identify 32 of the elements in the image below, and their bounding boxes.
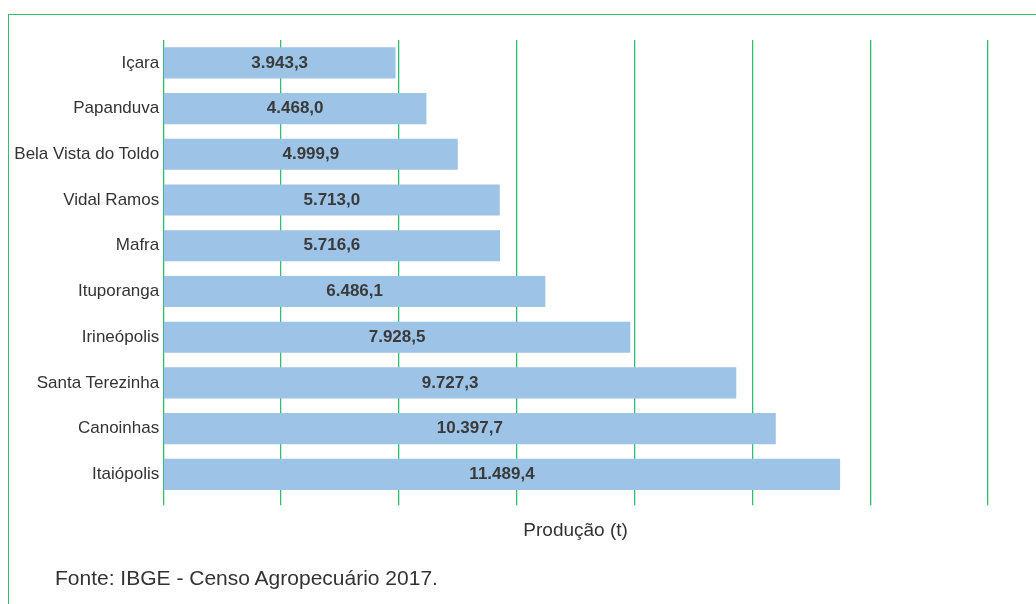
data-label: 11.489,4 bbox=[469, 464, 536, 484]
y-tick-label: Itaiópolis bbox=[92, 464, 160, 484]
bar bbox=[163, 184, 500, 216]
bar bbox=[163, 93, 427, 125]
y-tick-label: Canoinhas bbox=[77, 418, 160, 438]
y-tick-label: Mafra bbox=[115, 235, 160, 255]
data-label: 6.486,1 bbox=[326, 281, 383, 301]
y-tick-label: Irineópolis bbox=[81, 326, 160, 346]
bar bbox=[163, 458, 841, 490]
data-label: 5.716,6 bbox=[303, 235, 361, 255]
y-tick-label: Papanduva bbox=[73, 98, 160, 118]
data-label: 7.928,5 bbox=[368, 326, 426, 346]
data-label: 4.468,0 bbox=[266, 98, 324, 118]
bar bbox=[163, 230, 501, 262]
data-label: 9.727,3 bbox=[421, 372, 479, 392]
data-label: 5.713,0 bbox=[303, 189, 361, 209]
y-tick-label: Içara bbox=[121, 52, 160, 72]
y-tick-label: Santa Terezinha bbox=[36, 372, 160, 392]
x-axis-title: Produção (t) bbox=[523, 518, 628, 540]
bar bbox=[163, 138, 458, 170]
y-tick-label: Bela Vista do Toldo bbox=[14, 143, 160, 163]
bar bbox=[163, 413, 776, 445]
data-label: 3.943,3 bbox=[251, 52, 309, 72]
y-tick-label: Ituporanga bbox=[77, 281, 160, 301]
source-note: Fonte: IBGE - Censo Agropecuário 2017. bbox=[55, 566, 438, 590]
bar bbox=[163, 321, 631, 353]
bar bbox=[163, 367, 737, 399]
bar bbox=[163, 47, 396, 79]
data-label: 4.999,9 bbox=[282, 143, 340, 163]
bar bbox=[163, 275, 546, 308]
y-tick-label: Vidal Ramos bbox=[63, 189, 160, 209]
data-label: 10.397,7 bbox=[436, 418, 503, 438]
